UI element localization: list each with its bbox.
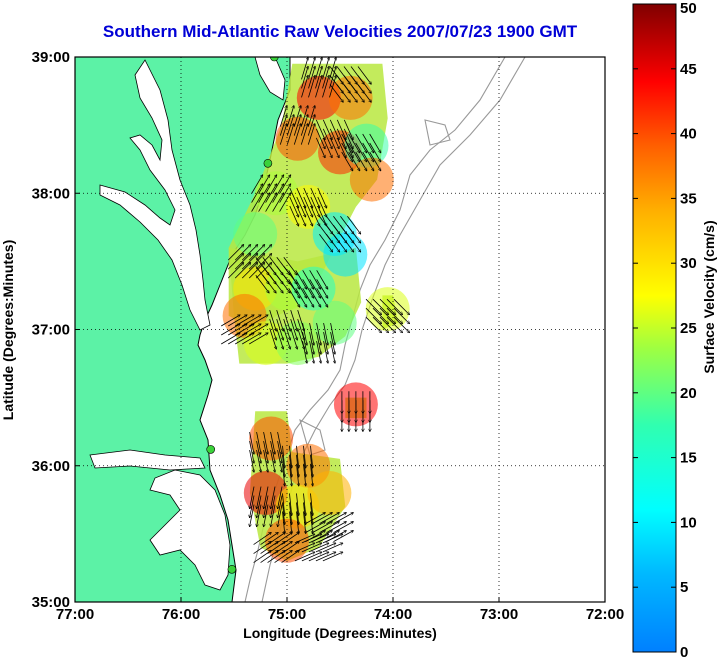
x-tick-label: 74:00 [374, 606, 412, 623]
colorbar-tick-label: 5 [680, 579, 688, 596]
y-tick-label: 35:00 [32, 594, 70, 611]
y-axis-title: Latitude (Degrees:Minutes) [0, 240, 16, 420]
grid-lines [75, 57, 605, 602]
colorbar-ticks: 0 5 10 15 20 25 30 35 40 45 50 [633, 0, 697, 659]
velocity-vector [329, 66, 371, 103]
velocity-vector [288, 270, 328, 307]
y-ticks: 35:00 36:00 37:00 38:00 39:00 [32, 49, 80, 611]
velocity-vector [253, 533, 300, 563]
colorbar-tick-label: 25 [680, 320, 697, 337]
velocity-vector [227, 245, 271, 279]
velocity-vector [250, 486, 283, 527]
velocity-vector [341, 133, 381, 171]
colorbar-tick-label: 40 [680, 126, 697, 143]
colorbar-title: Surface Velocity (cm/s) [701, 220, 717, 373]
velocity-vector [365, 298, 409, 332]
chesapeake-bay [99, 59, 211, 331]
velocity-vector [282, 445, 313, 486]
station-marker [206, 445, 215, 454]
y-tick-label: 39:00 [32, 49, 70, 66]
station-marker [270, 57, 279, 62]
x-tick-label: 75:00 [268, 606, 306, 623]
colorbar-tick-label: 50 [680, 0, 697, 17]
velocity-vector [282, 493, 313, 533]
y-tick-label: 36:00 [32, 458, 70, 475]
velocity-vector [220, 315, 268, 345]
velocity-vector [251, 175, 291, 212]
velocity-vector [342, 391, 370, 431]
velocity-vector [255, 256, 297, 293]
speed-sample [349, 157, 394, 202]
station-marker [263, 159, 273, 168]
colorbar-tick-label: 30 [680, 255, 697, 272]
stations [206, 57, 279, 574]
colorbar [632, 3, 677, 653]
speed-sample [307, 471, 352, 515]
velocity-vectors [220, 57, 409, 563]
velocity-vector [302, 323, 335, 363]
velocity-vector [289, 187, 327, 226]
x-tick-label: 76:00 [162, 606, 200, 623]
colorbar-tick-label: 35 [680, 190, 697, 207]
pamlico-sound [149, 469, 231, 591]
velocity-vector [279, 106, 315, 145]
velocity-vector [294, 534, 343, 562]
velocity-vector [315, 119, 353, 158]
speed-sample [233, 212, 278, 257]
y-tick-label: 38:00 [32, 185, 70, 202]
colorbar-tick-label: 45 [680, 61, 697, 78]
station-marker [227, 564, 237, 574]
y-tick-label: 37:00 [32, 322, 70, 339]
velocity-vector [249, 432, 282, 472]
albemarle-sound [89, 449, 206, 471]
x-tick-label: 77:00 [56, 606, 94, 623]
x-axis-title: Longitude (Degrees:Minutes) [243, 625, 437, 641]
speed-sample [328, 75, 373, 120]
colorbar-tick-label: 15 [680, 450, 697, 467]
x-tick-label: 72:00 [586, 606, 624, 623]
colorbar-tick-label: 10 [680, 514, 697, 531]
velocity-vector [301, 57, 337, 98]
chart-title: Southern Mid-Atlantic Raw Velocities 200… [102, 22, 578, 41]
x-tick-label: 73:00 [480, 606, 518, 623]
colorbar-tick-label: 0 [680, 644, 688, 659]
colorbar-tick-label: 20 [680, 385, 697, 402]
speed-sample [323, 232, 368, 277]
delaware-bay [254, 57, 286, 101]
speed-sample [275, 321, 320, 366]
x-ticks: 77:00 76:00 75:00 74:00 73:00 72:00 [56, 597, 624, 623]
velocity-vector [319, 216, 360, 252]
